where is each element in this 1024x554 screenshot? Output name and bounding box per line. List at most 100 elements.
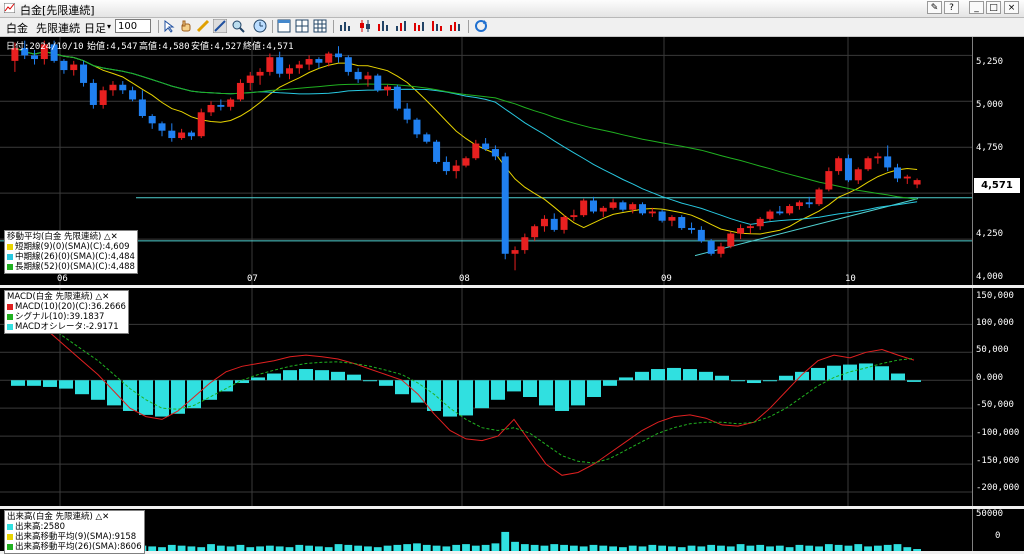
- pencil-icon[interactable]: [196, 19, 210, 33]
- candle-body: [335, 53, 343, 58]
- line-tool-icon[interactable]: [213, 19, 227, 33]
- volume-bar: [677, 547, 686, 551]
- chevron-down-icon[interactable]: ▾: [107, 22, 112, 31]
- volume-chart-panel[interactable]: 出来高(白金 先限連続) △✕ 出来高:2580 出来高移動平均(9)(SMA)…: [0, 509, 972, 554]
- collapse-triangle-icon[interactable]: △: [95, 292, 103, 302]
- macd-tick: 0.000: [976, 373, 1004, 383]
- volume-bar: [815, 546, 823, 551]
- macd-oscillator-bar: [379, 380, 393, 386]
- volume-bar: [707, 544, 716, 551]
- histogram-icon[interactable]: [448, 19, 462, 33]
- hand-icon[interactable]: [179, 19, 193, 33]
- macd-tick: -150,000: [976, 456, 1020, 466]
- macd-legend: MACD(白金 先限連続) △✕ MACD(10)(20)(C):36.2666…: [4, 290, 129, 334]
- ma-long-line: [14, 47, 918, 200]
- chart-window-icon[interactable]: [277, 19, 291, 33]
- zoom-icon[interactable]: [231, 19, 245, 33]
- volume-bar: [697, 546, 706, 551]
- legend-swatch: [7, 253, 13, 260]
- candle-body: [442, 161, 450, 172]
- macd-oscillator-bar: [267, 373, 281, 381]
- volume-bar: [609, 546, 617, 551]
- macd-oscillator-bar: [683, 369, 697, 381]
- window-titlebar: 白金[先限連続] ✎ ? _ □ ×: [0, 0, 1024, 18]
- indicator-chart-icon[interactable]: [394, 19, 408, 33]
- bar-count-input[interactable]: 100: [115, 19, 151, 33]
- refresh-icon[interactable]: [474, 19, 488, 33]
- bar-chart-icon[interactable]: [338, 19, 352, 33]
- candle-body: [648, 211, 656, 214]
- macd-chart-panel[interactable]: MACD(白金 先限連続) △✕ MACD(10)(20)(C):36.2666…: [0, 288, 972, 506]
- macd-tick: 100,000: [976, 318, 1014, 328]
- volume-bar: [560, 544, 568, 551]
- legend-swatch: [7, 533, 13, 540]
- candle-body: [482, 143, 490, 150]
- candle-chart-icon[interactable]: [358, 19, 372, 33]
- volume-bar: [373, 547, 382, 551]
- macd-oscillator-bar: [91, 380, 105, 400]
- macd-oscillator-bar: [363, 380, 377, 382]
- collapse-triangle-icon[interactable]: △: [104, 232, 111, 242]
- clock-icon[interactable]: [253, 19, 267, 33]
- toolbar-separator: [468, 20, 469, 33]
- table-icon[interactable]: [313, 19, 327, 33]
- candle-body: [384, 86, 392, 91]
- volume-bar: [501, 531, 510, 551]
- price-chart-panel[interactable]: 日付:2024/10/10 始値:4,547 高値:4,580 安値:4,527…: [0, 37, 972, 285]
- grid-window-icon[interactable]: [295, 19, 309, 33]
- candle-body: [227, 99, 235, 107]
- macd-oscillator-bar: [11, 380, 25, 386]
- macd-oscillator-bar: [459, 380, 473, 416]
- macd-oscillator-bar: [907, 380, 921, 382]
- candle-body: [393, 86, 401, 109]
- compare-chart-icon[interactable]: [376, 19, 390, 33]
- candle-body: [913, 180, 921, 185]
- candle-body: [70, 64, 78, 71]
- candle-body: [89, 82, 97, 105]
- volume-chart-icon[interactable]: [412, 19, 426, 33]
- macd-oscillator-bar: [299, 369, 313, 381]
- candle-body: [207, 104, 215, 113]
- cursor-icon[interactable]: [162, 19, 176, 33]
- candle-body: [531, 226, 539, 238]
- close-icon[interactable]: ✕: [102, 512, 110, 522]
- volume-bar: [893, 544, 902, 551]
- price-chart-svg: [0, 37, 972, 285]
- macd-oscillator-bar: [555, 380, 569, 411]
- candle-body: [903, 176, 911, 179]
- pen-icon[interactable]: ✎: [927, 1, 942, 14]
- volume-bar: [305, 545, 313, 551]
- close-button[interactable]: ×: [1004, 1, 1019, 14]
- candle-body: [168, 130, 176, 139]
- macd-line: [17, 318, 915, 476]
- candle-body: [844, 158, 852, 181]
- period-selector[interactable]: 日足: [84, 22, 106, 35]
- volume-bar: [344, 544, 353, 551]
- candle-body: [707, 240, 715, 254]
- help-icon[interactable]: ?: [944, 1, 959, 14]
- point-figure-icon[interactable]: [430, 19, 444, 33]
- volume-bar: [530, 544, 539, 551]
- candle-body: [825, 171, 833, 190]
- close-icon[interactable]: ✕: [110, 232, 118, 242]
- minimize-button[interactable]: _: [969, 1, 984, 14]
- instrument-selector[interactable]: 白金: [6, 22, 28, 35]
- macd-tick: -100,000: [976, 428, 1020, 438]
- macd-oscillator-bar: [635, 371, 649, 381]
- legend-swatch: [7, 323, 13, 330]
- volume-bar: [265, 545, 274, 551]
- volume-bar: [177, 545, 186, 551]
- candle-body: [246, 75, 254, 83]
- candle-body: [148, 115, 156, 124]
- contract-selector[interactable]: 先限連続: [36, 22, 80, 35]
- macd-oscillator-bar: [523, 380, 537, 397]
- collapse-triangle-icon[interactable]: △: [95, 512, 103, 522]
- candle-body: [550, 218, 558, 230]
- volume-bar: [903, 547, 912, 551]
- close-icon[interactable]: ✕: [102, 292, 110, 302]
- candle-body: [599, 207, 607, 212]
- maximize-button[interactable]: □: [986, 1, 1001, 14]
- legend-swatch: [7, 263, 13, 270]
- ma-legend: 移動平均(白金 先限連続) △✕ 短期線(9)(0)(SMA)(C):4,609…: [4, 230, 138, 274]
- macd-oscillator-bar: [875, 366, 889, 381]
